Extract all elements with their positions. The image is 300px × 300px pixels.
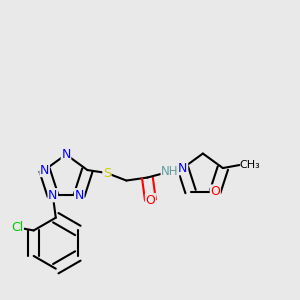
Text: NH: NH xyxy=(161,165,178,178)
Text: CH₃: CH₃ xyxy=(239,160,260,170)
Text: O: O xyxy=(210,185,220,198)
Text: N: N xyxy=(74,189,84,202)
Text: O: O xyxy=(146,194,155,206)
Text: N: N xyxy=(61,148,71,161)
Text: N: N xyxy=(178,162,188,175)
Text: S: S xyxy=(103,167,111,179)
Text: N: N xyxy=(40,164,49,176)
Text: Cl: Cl xyxy=(11,221,23,234)
Text: N: N xyxy=(48,189,58,202)
